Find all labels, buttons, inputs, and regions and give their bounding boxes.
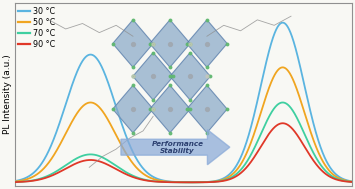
30 °C — [71, 80, 76, 82]
30 °C — [190, 181, 194, 183]
Polygon shape — [187, 85, 227, 133]
50 °C — [343, 179, 347, 182]
30 °C — [142, 169, 146, 171]
90 °C — [51, 174, 56, 176]
90 °C — [349, 181, 354, 183]
Y-axis label: PL Intensity (a.u.): PL Intensity (a.u.) — [4, 55, 12, 134]
Line: 30 °C: 30 °C — [15, 23, 351, 182]
50 °C — [190, 181, 194, 184]
50 °C — [71, 118, 76, 120]
30 °C — [280, 22, 285, 24]
70 °C — [142, 178, 146, 181]
Polygon shape — [113, 85, 153, 133]
Line: 70 °C: 70 °C — [15, 102, 351, 182]
50 °C — [307, 125, 311, 128]
90 °C — [307, 153, 311, 155]
30 °C — [157, 178, 161, 180]
70 °C — [349, 181, 354, 183]
70 °C — [13, 181, 17, 183]
30 °C — [307, 104, 311, 106]
Polygon shape — [150, 20, 190, 67]
Text: Performance
Stability: Performance Stability — [152, 141, 203, 154]
50 °C — [280, 66, 285, 68]
90 °C — [280, 122, 285, 124]
30 °C — [13, 180, 17, 182]
50 °C — [13, 180, 17, 183]
Polygon shape — [113, 20, 153, 67]
50 °C — [51, 154, 56, 157]
70 °C — [71, 159, 76, 161]
70 °C — [187, 181, 192, 184]
30 °C — [51, 138, 56, 141]
90 °C — [142, 179, 146, 181]
90 °C — [343, 180, 347, 183]
90 °C — [13, 181, 17, 183]
90 °C — [188, 181, 192, 184]
70 °C — [51, 172, 56, 174]
70 °C — [307, 143, 311, 145]
FancyArrow shape — [121, 130, 230, 165]
30 °C — [349, 180, 354, 182]
Legend: 30 °C, 50 °C, 70 °C, 90 °C: 30 °C, 50 °C, 70 °C, 90 °C — [18, 6, 56, 50]
Line: 90 °C: 90 °C — [15, 123, 351, 182]
50 °C — [142, 173, 146, 176]
50 °C — [349, 180, 354, 183]
Polygon shape — [150, 85, 190, 133]
30 °C — [343, 179, 347, 181]
Polygon shape — [187, 20, 227, 67]
70 °C — [343, 180, 347, 182]
50 °C — [157, 179, 161, 182]
90 °C — [71, 163, 76, 166]
70 °C — [280, 101, 285, 104]
Polygon shape — [170, 53, 210, 100]
Line: 50 °C: 50 °C — [15, 67, 351, 182]
Polygon shape — [133, 53, 173, 100]
90 °C — [157, 181, 161, 183]
70 °C — [157, 180, 161, 183]
